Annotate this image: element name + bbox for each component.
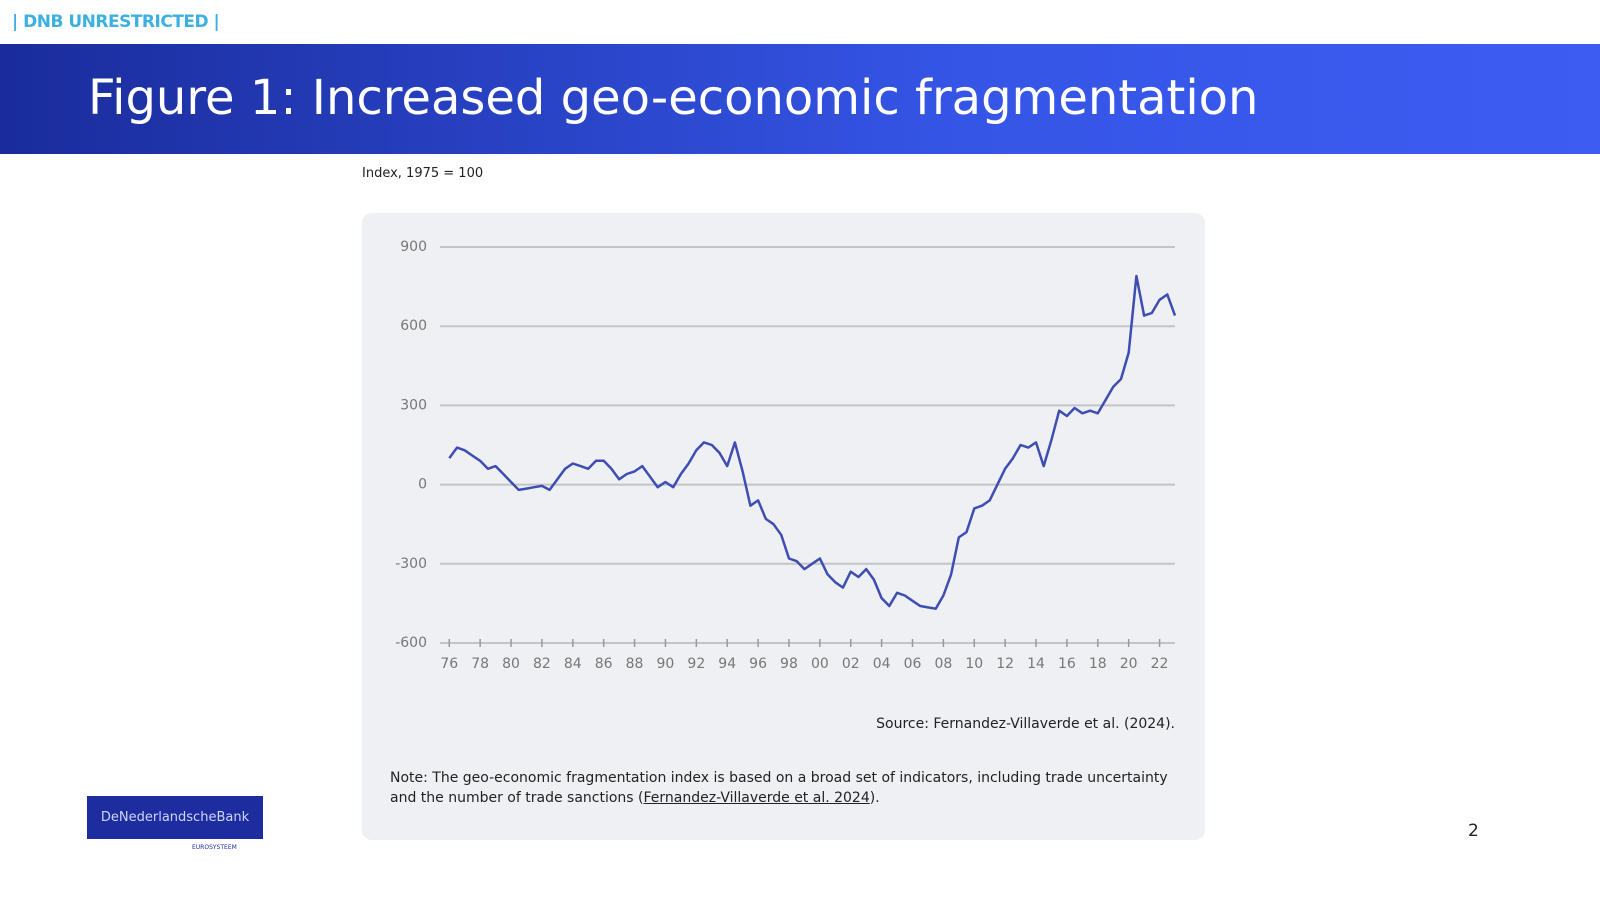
x-tick-label: 12 xyxy=(996,656,1014,672)
x-tick-label: 90 xyxy=(657,656,675,672)
x-tick-label: 08 xyxy=(934,656,952,672)
x-tick-label: 88 xyxy=(626,656,644,672)
source: Source: Fernandez-Villaverde et al. (202… xyxy=(876,716,1175,732)
x-tick-label: 14 xyxy=(1027,656,1045,672)
x-tick-label: 82 xyxy=(533,656,551,672)
x-tick-label: 76 xyxy=(440,656,458,672)
x-tick-label: 20 xyxy=(1120,656,1138,672)
x-tick-label: 06 xyxy=(904,656,922,672)
classification: | DNB UNRESTRICTED | xyxy=(12,12,220,32)
note-link[interactable]: Fernandez-Villaverde et al. 2024 xyxy=(643,790,870,806)
x-tick-label: 98 xyxy=(780,656,798,672)
x-tick-label: 94 xyxy=(718,656,736,672)
y-tick-label: -600 xyxy=(395,635,427,651)
data-line xyxy=(448,274,1177,610)
x-tick-label: 18 xyxy=(1089,656,1107,672)
x-tick-label: 02 xyxy=(842,656,860,672)
x-tick-label: 86 xyxy=(595,656,613,672)
y-tick-label: 300 xyxy=(400,397,427,413)
note: Note: The geo-economic fragmentation ind… xyxy=(390,768,1180,808)
note-end: ). xyxy=(869,790,880,806)
slide-title: Figure 1: Increased geo-economic fragmen… xyxy=(88,70,1259,126)
note-text: Note: The geo-economic fragmentation ind… xyxy=(390,770,1168,806)
chart-panel xyxy=(362,213,1205,840)
logo: DeNederlandscheBank xyxy=(87,796,263,839)
y-tick-label: 0 xyxy=(418,477,427,493)
logo-tagline: EUROSYSTEEM xyxy=(192,844,237,851)
y-tick-label: -300 xyxy=(395,556,427,572)
x-tick-label: 96 xyxy=(749,656,767,672)
x-tick-label: 80 xyxy=(502,656,520,672)
y-tick-label: 600 xyxy=(400,318,427,334)
x-tick-label: 16 xyxy=(1058,656,1076,672)
x-tick-label: 78 xyxy=(471,656,489,672)
x-tick-label: 04 xyxy=(873,656,891,672)
y-axis-label: Index, 1975 = 100 xyxy=(362,166,484,181)
page-number: 2 xyxy=(1468,821,1479,841)
x-tick-label: 84 xyxy=(564,656,582,672)
y-tick-label: 900 xyxy=(400,239,427,255)
x-tick-label: 92 xyxy=(687,656,705,672)
x-tick-label: 10 xyxy=(965,656,983,672)
x-tick-label: 22 xyxy=(1151,656,1169,672)
x-tick-label: 00 xyxy=(811,656,829,672)
title-bar: Figure 1: Increased geo-economic fragmen… xyxy=(0,44,1600,154)
